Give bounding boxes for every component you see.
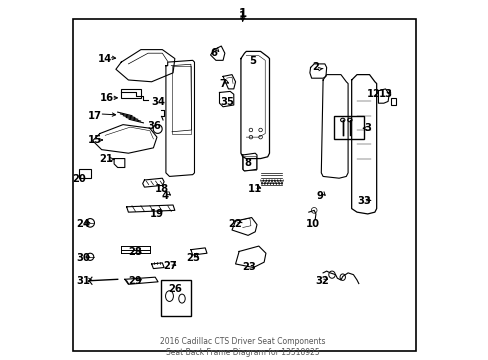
Bar [333,116,364,139]
Text: 36: 36 [147,121,161,131]
Text: 7: 7 [219,79,226,89]
Text: 34: 34 [151,97,165,107]
Text: 28: 28 [128,247,142,257]
Text: 4: 4 [162,191,168,201]
Text: 3: 3 [364,123,370,133]
Bar [243,156,255,170]
Text: 33: 33 [356,197,370,206]
Bar [160,280,190,316]
Text: 13: 13 [378,89,392,99]
Text: 18: 18 [155,184,169,194]
Text: 11: 11 [247,184,262,194]
Text: 16: 16 [100,93,114,103]
Text: 14: 14 [97,54,111,64]
Text: 20: 20 [72,174,86,184]
Text: 10: 10 [305,219,319,229]
Text: 23: 23 [242,262,256,272]
Text: 21: 21 [99,154,113,164]
Text: 22: 22 [228,219,242,229]
Text: 12: 12 [366,89,380,99]
Bar [121,89,141,98]
Text: 15: 15 [88,135,102,145]
Text: 1: 1 [239,11,246,21]
Text: 9: 9 [316,192,323,202]
Bar [172,66,190,134]
Bar [390,98,395,105]
Text: 17: 17 [88,111,102,121]
Text: 30: 30 [76,253,90,263]
Text: 5: 5 [249,57,256,66]
Text: 2016 Cadillac CTS Driver Seat Components
Seat Back Frame Diagram for 13518925: 2016 Cadillac CTS Driver Seat Components… [160,337,325,357]
Text: 19: 19 [150,208,163,219]
Text: 27: 27 [163,261,177,271]
Text: 26: 26 [168,284,182,294]
Text: 6: 6 [210,48,217,58]
Text: 8: 8 [244,158,251,168]
Bar [80,169,91,178]
Text: 31: 31 [76,276,90,287]
Text: 35: 35 [220,97,234,107]
Text: 29: 29 [128,276,142,286]
Text: 2: 2 [312,62,319,72]
Text: 25: 25 [186,253,200,263]
Text: 1: 1 [238,8,246,21]
Text: 24: 24 [76,219,90,229]
Text: 32: 32 [315,276,328,286]
